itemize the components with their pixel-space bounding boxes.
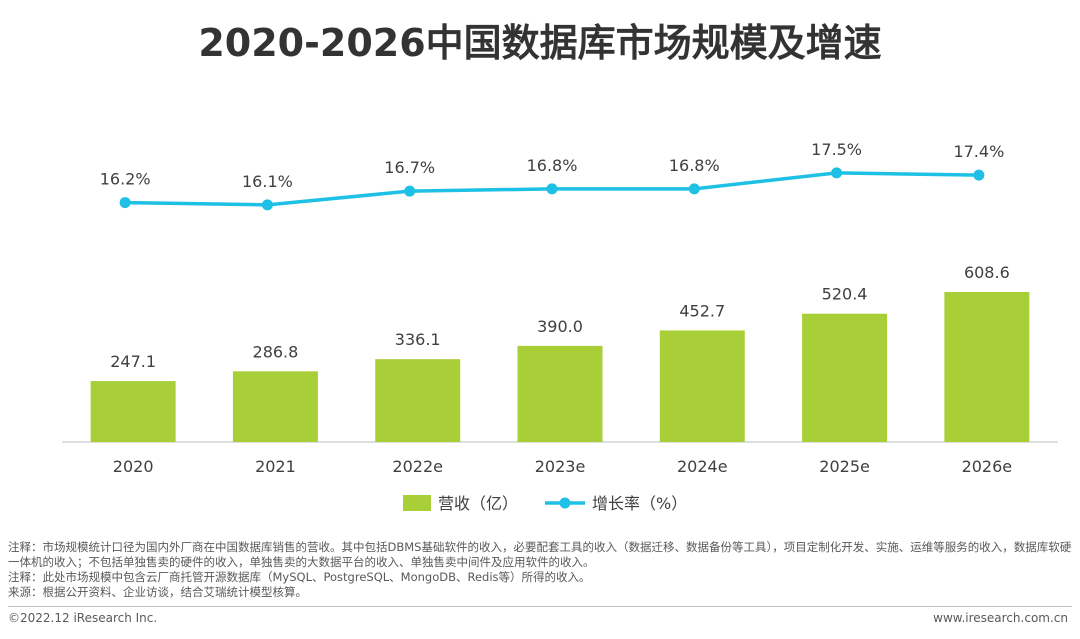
growth-label-2022e: 16.7% [384, 158, 435, 177]
growth-point-2020 [119, 197, 131, 209]
bar-label-2020: 247.1 [110, 352, 156, 371]
growth-point-2024e [688, 183, 700, 195]
growth-point-2021 [261, 199, 273, 211]
bar-2022e [375, 359, 461, 442]
legend-line-marker [559, 497, 571, 509]
growth-point-2025e [831, 167, 843, 179]
footer-divider [8, 606, 1072, 607]
growth-label-2024e: 16.8% [669, 156, 720, 175]
x-tick-2020: 2020 [113, 457, 154, 476]
growth-point-2022e [404, 185, 416, 197]
growth-point-2026e [973, 169, 985, 181]
x-tick-2026e: 2026e [962, 457, 1013, 476]
legend-line-label: 增长率（%） [592, 494, 687, 513]
bar-label-2023e: 390.0 [537, 317, 583, 336]
x-tick-2021: 2021 [255, 457, 296, 476]
legend-bar-label: 营收（亿） [438, 494, 518, 513]
x-tick-2024e: 2024e [677, 457, 728, 476]
growth-label-2023e: 16.8% [527, 156, 578, 175]
growth-point-2023e [546, 183, 558, 195]
growth-label-2021: 16.1% [242, 172, 293, 191]
growth-label-2025e: 17.5% [811, 140, 862, 159]
bar-label-2024e: 452.7 [679, 301, 725, 320]
growth-label-2026e: 17.4% [953, 142, 1004, 161]
bar-2023e [517, 345, 603, 442]
bar-2024e [659, 330, 745, 442]
x-tick-2023e: 2023e [535, 457, 586, 476]
bar-label-2026e: 608.6 [964, 263, 1010, 282]
bar-2026e [944, 292, 1030, 442]
chart-title: 2020-2026中国数据库市场规模及增速 [198, 21, 882, 65]
footer-website[interactable]: www.iresearch.com.cn [933, 611, 1068, 625]
note-2: 注释：此处市场规模中包含云厂商托管开源数据库（MySQL、PostgreSQL、… [8, 570, 591, 584]
notes-block: 注释：市场规模统计口径为国内外厂商在中国数据库销售的营收。其中包括DBMS基础软… [8, 540, 1074, 600]
bar-2025e [802, 313, 888, 442]
x-tick-2025e: 2025e [819, 457, 870, 476]
chart-area: 247.1 286.8 336.1 390.0 452.7 520.4 608.6 2020 2… [62, 140, 1058, 513]
bar-2021 [232, 371, 318, 442]
note-source: 来源：根据公开资料、企业访谈，结合艾瑞统计模型核算。 [8, 585, 307, 599]
bar-label-2025e: 520.4 [822, 285, 868, 304]
growth-label-2020: 16.2% [100, 170, 151, 189]
bar-2020 [90, 381, 176, 442]
bar-label-2022e: 336.1 [395, 330, 441, 349]
x-tick-2022e: 2022e [392, 457, 443, 476]
note-1: 注释：市场规模统计口径为国内外厂商在中国数据库销售的营收。其中包括DBMS基础软… [8, 540, 1072, 569]
legend-bar-swatch [403, 495, 431, 511]
footer-copyright: ©2022.12 iResearch Inc. [8, 611, 158, 625]
bar-label-2021: 286.8 [253, 342, 299, 361]
